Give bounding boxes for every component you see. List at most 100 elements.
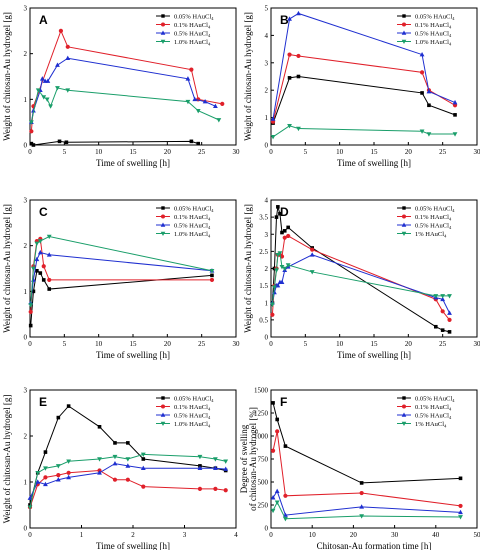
x-tick-label: 10 (95, 148, 103, 156)
data-point (286, 234, 290, 238)
data-point (66, 45, 70, 49)
data-point (224, 488, 228, 492)
series-3 (270, 252, 452, 315)
x-tick-label: 20 (164, 148, 172, 156)
legend-marker (161, 14, 164, 17)
legend-marker (402, 405, 406, 409)
data-point (42, 278, 46, 282)
data-point (126, 441, 130, 445)
data-point (56, 473, 60, 477)
data-point (223, 460, 228, 464)
data-point (125, 457, 130, 461)
data-point (441, 328, 445, 332)
panel-label: C (39, 205, 48, 219)
data-point (210, 278, 214, 282)
data-point (58, 140, 62, 144)
y-axis-label: Weight of chitosan-Au hydrogel [g] (2, 204, 12, 333)
y-tick-label: 1 (24, 96, 28, 104)
x-tick-label: 4 (234, 531, 238, 539)
y-tick-label: 2 (24, 433, 28, 441)
data-point (55, 62, 60, 66)
data-point (43, 466, 48, 470)
y-tick-label: 0 (24, 142, 28, 150)
data-point (270, 313, 274, 317)
series-4 (28, 235, 214, 308)
data-point (210, 269, 215, 273)
x-tick-label: 50 (474, 531, 480, 539)
data-point (275, 418, 279, 422)
data-point (420, 91, 424, 95)
legend-label: 0.1% HAuCl4 (174, 22, 211, 30)
x-tick-label: 20 (164, 340, 172, 348)
data-point (47, 287, 51, 291)
x-tick-label: 25 (198, 148, 206, 156)
y-tick-label: 1 (265, 299, 269, 307)
x-tick-label: 0 (269, 148, 273, 156)
x-tick-label: 20 (405, 148, 413, 156)
y-tick-label: 4 (265, 197, 269, 205)
x-tick-label: 1 (80, 531, 84, 539)
y-tick-label: 0 (24, 525, 28, 533)
data-point (459, 477, 463, 481)
data-point (284, 444, 288, 448)
data-point (275, 500, 280, 504)
data-point (142, 457, 146, 461)
legend-marker (402, 396, 405, 399)
series-line (272, 255, 449, 313)
y-axis-label: Weight of chitosan-Au hydrogel [g] (2, 12, 12, 141)
x-tick-label: 5 (304, 340, 308, 348)
legend-label: 0.5% HAuCl4 (415, 412, 452, 420)
x-axis-label: Time of swelling [h] (96, 158, 170, 168)
data-point (278, 212, 282, 216)
series-2 (28, 468, 228, 509)
x-axis-label: Time of swelling [h] (96, 350, 170, 360)
x-tick-label: 3 (183, 531, 187, 539)
x-tick-label: 10 (309, 531, 317, 539)
data-point (220, 102, 224, 106)
data-point (458, 504, 462, 508)
series-line (273, 55, 455, 122)
y-tick-label: 3 (265, 59, 269, 67)
data-point (447, 310, 452, 314)
data-point (296, 11, 301, 15)
series-2 (271, 429, 463, 508)
legend-marker (402, 206, 405, 209)
panel-label: F (280, 395, 287, 409)
data-point (59, 29, 63, 33)
y-tick-label: 3 (265, 231, 269, 239)
series-line (31, 58, 215, 122)
y-tick-label: 2 (24, 242, 28, 250)
y-axis-label: Weight of chitosan-Au hydrogel [g] (243, 12, 253, 141)
legend-label: 0.1% HAuCl4 (415, 404, 452, 412)
data-point (67, 404, 71, 408)
legend-marker (161, 215, 165, 219)
data-point (310, 248, 314, 252)
x-tick-label: 15 (130, 148, 138, 156)
legend-label: 0.5% HAuCl4 (415, 30, 452, 38)
legend-label: 1.0% HAuCl4 (174, 39, 211, 47)
data-point (65, 140, 69, 144)
legend-label: 0.05% HAuCl4 (174, 13, 214, 21)
x-tick-label: 0 (28, 531, 32, 539)
y-tick-label: 1 (24, 288, 28, 296)
y-tick-label: 500 (258, 479, 269, 487)
series-line (31, 237, 212, 306)
data-point (47, 278, 51, 282)
legend-label: 0.5% HAuCl4 (174, 412, 211, 420)
x-axis-label: Time of swelling [h] (96, 541, 170, 550)
series-4 (271, 124, 458, 139)
data-point (198, 487, 202, 491)
legend-marker (161, 396, 164, 399)
y-tick-label: 0 (265, 142, 269, 150)
data-point (360, 491, 364, 495)
y-tick-label: 1.5 (259, 282, 268, 290)
y-tick-label: 2 (265, 87, 269, 95)
data-point (283, 494, 287, 498)
data-point (427, 103, 431, 107)
